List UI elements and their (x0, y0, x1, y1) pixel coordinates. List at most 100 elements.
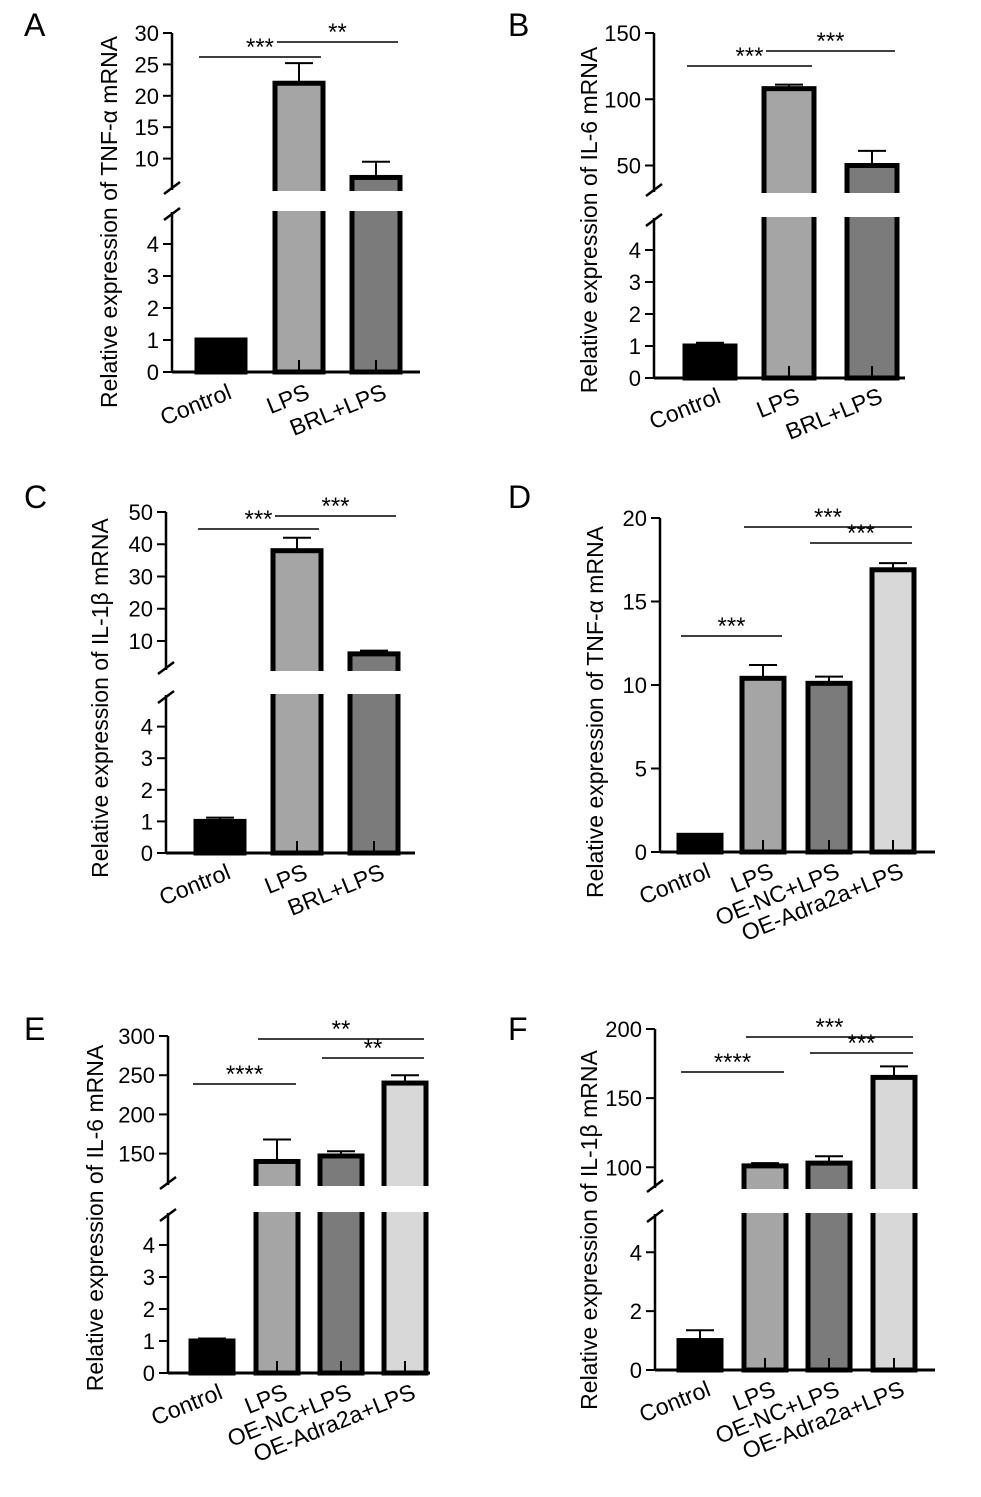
significance-label: *** (814, 504, 842, 531)
category-label: Control (645, 383, 723, 435)
significance-label: *** (847, 1030, 875, 1057)
y-tick-label: 3 (147, 264, 159, 289)
category-label: BRL+LPS (782, 383, 886, 445)
y-tick-label: 4 (629, 238, 641, 263)
y-tick-label: 150 (605, 1086, 642, 1111)
panel-d: D 0 5 10 15 20 Relative expression of TNF-α mR… (508, 479, 935, 946)
category-label: Control (635, 1376, 713, 1428)
y-tick-label: 100 (604, 87, 641, 112)
panel-a: A 0 1 2 3 4 10 15 20 25 30 Relative expression of T… (24, 7, 426, 441)
y-tick-label: 5 (635, 757, 647, 782)
y-tick-label: 15 (623, 590, 647, 615)
axis-break-gap (162, 671, 421, 694)
y-tick-label: 100 (605, 1155, 642, 1180)
panel-letter: A (24, 7, 46, 43)
significance-label: *** (847, 520, 875, 547)
y-tick-label: 0 (629, 366, 641, 391)
significance-label: ** (364, 1035, 383, 1062)
y-axis-label: Relative expression of IL-1β mRNA (576, 1050, 602, 1410)
y-tick-label: 20 (135, 84, 159, 109)
y-tick-label: 0 (143, 1361, 155, 1386)
significance-label: *** (246, 34, 274, 61)
y-tick-label: 200 (118, 1102, 155, 1127)
y-tick-label: 4 (141, 715, 153, 740)
category-label: Control (156, 379, 234, 431)
bar (870, 1074, 918, 1373)
bar (676, 832, 724, 855)
y-tick-label: 25 (135, 52, 159, 77)
axis-break-gap (650, 193, 911, 217)
y-tick-label: 0 (141, 841, 153, 866)
significance-label: ** (328, 19, 347, 46)
axis-break-mark (163, 181, 181, 195)
y-axis-label: Relative expression of TNF-α mRNA (96, 35, 122, 408)
y-tick-label: 4 (147, 232, 159, 257)
y-tick-label: 20 (129, 597, 153, 622)
y-tick-label: 250 (118, 1063, 155, 1088)
y-tick-label: 1 (141, 809, 153, 834)
y-tick-label: 1 (629, 334, 641, 359)
axis-break-gap (164, 1186, 436, 1212)
y-tick-label: 20 (623, 506, 647, 531)
y-tick-label: 4 (143, 1233, 155, 1258)
bar (188, 1338, 236, 1376)
significance-label: *** (717, 613, 745, 640)
category-label: Control (155, 859, 233, 911)
panel-letter: C (24, 479, 47, 515)
y-tick-label: 10 (623, 673, 647, 698)
axis-break-mark (159, 1176, 177, 1190)
y-tick-label: 3 (629, 270, 641, 295)
y-tick-label: 1 (147, 328, 159, 353)
y-tick-label: 300 (118, 1024, 155, 1049)
axis-break-mark (646, 1179, 664, 1193)
y-tick-label: 2 (629, 302, 641, 327)
axis-break-gap (168, 191, 426, 211)
significance-label: *** (321, 493, 349, 520)
axis-break-mark (645, 183, 663, 197)
y-tick-label: 150 (604, 21, 641, 46)
y-tick-label: 200 (605, 1017, 642, 1042)
y-tick-label: 3 (141, 746, 153, 771)
y-axis-label: Relative expression of IL-1β mRNA (87, 518, 113, 878)
panel-letter: B (508, 7, 529, 43)
y-tick-label: 0 (630, 1358, 642, 1383)
axis-break-mark (646, 1209, 664, 1223)
bar (272, 80, 326, 375)
panel-letter: F (508, 1011, 528, 1047)
y-tick-label: 2 (143, 1297, 155, 1322)
bar (869, 567, 917, 855)
significance-label: **** (226, 1061, 263, 1088)
y-tick-label: 30 (129, 564, 153, 589)
y-tick-label: 30 (135, 21, 159, 46)
panel-letter: E (24, 1011, 45, 1047)
axis-break-mark (163, 207, 181, 221)
category-label: Control (635, 858, 713, 910)
significance-label: *** (735, 43, 763, 70)
category-label: Control (147, 1379, 225, 1431)
y-tick-label: 50 (129, 500, 153, 525)
panel-e: E 0 1 2 3 4 150 200 250 300 Relative expression of… (24, 1011, 436, 1467)
y-tick-label: 1 (143, 1329, 155, 1354)
y-tick-label: 0 (635, 840, 647, 865)
y-tick-label: 15 (135, 115, 159, 140)
bar (682, 343, 738, 381)
y-tick-label: 150 (118, 1142, 155, 1167)
significance-label: *** (816, 28, 844, 55)
y-tick-label: 2 (147, 296, 159, 321)
y-axis-label: Relative expression of IL-6 mRNA (576, 46, 602, 393)
y-tick-label: 2 (141, 778, 153, 803)
y-tick-label: 50 (617, 154, 641, 179)
significance-label: *** (815, 1014, 843, 1041)
bar (270, 548, 324, 856)
bar (194, 337, 248, 375)
bar (193, 818, 247, 856)
significance-label: **** (714, 1049, 751, 1076)
y-tick-label: 2 (630, 1299, 642, 1324)
bar (761, 86, 817, 381)
bar (381, 1080, 429, 1376)
panel-c: C 0 1 2 3 4 10 20 30 40 50 Relative expression of I… (24, 479, 421, 921)
bar (739, 675, 787, 855)
